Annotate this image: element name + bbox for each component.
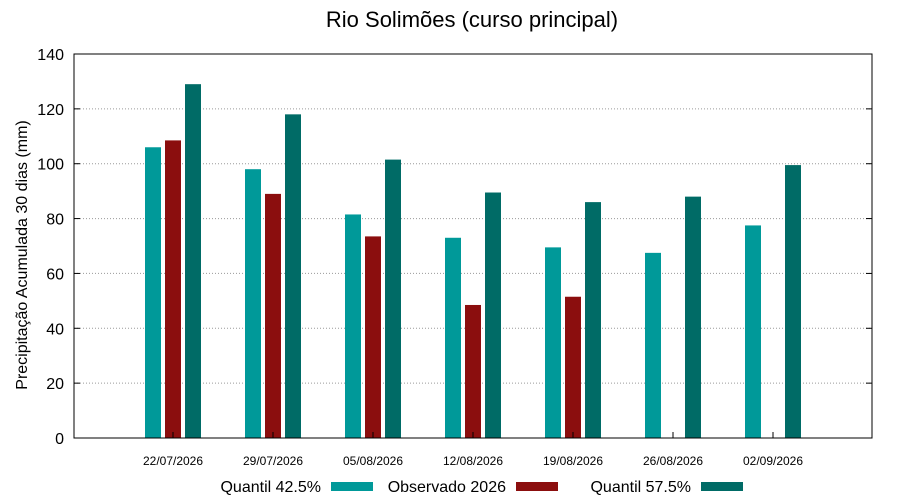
- legend-label: Observado 2026: [388, 479, 506, 496]
- y-tick-label: 140: [37, 47, 64, 64]
- bar-quantil-57-5-5: [685, 196, 701, 438]
- legend-swatch: [331, 482, 373, 491]
- bar-quantil-57-5-3: [485, 192, 501, 438]
- legend-label: Quantil 57.5%: [590, 479, 691, 496]
- ticks-layer: 0 20 40 60 80 100 120 140 22/07/2026 29/07/2026 05…: [37, 47, 872, 468]
- y-axis-label: Precipitação Acumulada 30 dias (mm): [14, 120, 31, 389]
- x-tick-label: 29/07/2026: [243, 454, 303, 468]
- bar-quantil-42-5-3: [445, 237, 461, 438]
- bar-quantil-42-5-1: [245, 169, 261, 438]
- x-tick-label: 02/09/2026: [743, 454, 803, 468]
- x-tick-label: 26/08/2026: [643, 454, 703, 468]
- bar-quantil-42-5-6: [745, 225, 761, 438]
- x-tick-label: 19/08/2026: [543, 454, 603, 468]
- bar-observado-2026-3: [465, 304, 481, 438]
- y-tick-label: 80: [46, 212, 64, 229]
- y-tick-label: 0: [55, 431, 64, 448]
- bar-quantil-42-5-0: [145, 147, 161, 438]
- bar-quantil-42-5-4: [545, 247, 561, 438]
- chart-title: Rio Solimões (curso principal): [326, 7, 618, 32]
- bar-quantil-57-5-6: [785, 165, 801, 439]
- y-tick-label: 60: [46, 266, 64, 283]
- bar-quantil-57-5-1: [285, 114, 301, 438]
- y-tick-label: 40: [46, 321, 64, 338]
- bar-quantil-57-5-4: [585, 202, 601, 438]
- y-tick-label: 100: [37, 157, 64, 174]
- bar-observado-2026-1: [265, 193, 281, 438]
- bar-observado-2026-0: [165, 140, 181, 438]
- bar-quantil-57-5-2: [385, 159, 401, 438]
- legend: Quantil 42.5% Observado 2026 Quantil 57.5%: [220, 479, 743, 496]
- x-tick-label: 22/07/2026: [143, 454, 203, 468]
- legend-swatch: [516, 482, 558, 491]
- y-tick-label: 120: [37, 102, 64, 119]
- bar-quantil-42-5-5: [645, 252, 661, 438]
- bar-observado-2026-4: [565, 296, 581, 438]
- legend-swatch: [701, 482, 743, 491]
- x-tick-label: 05/08/2026: [343, 454, 403, 468]
- bar-quantil-42-5-2: [345, 214, 361, 438]
- y-tick-label: 20: [46, 376, 64, 393]
- x-tick-label: 12/08/2026: [443, 454, 503, 468]
- bar-quantil-57-5-0: [185, 84, 201, 439]
- bar-observado-2026-2: [365, 236, 381, 438]
- bars-layer: [145, 84, 801, 439]
- legend-label: Quantil 42.5%: [220, 479, 321, 496]
